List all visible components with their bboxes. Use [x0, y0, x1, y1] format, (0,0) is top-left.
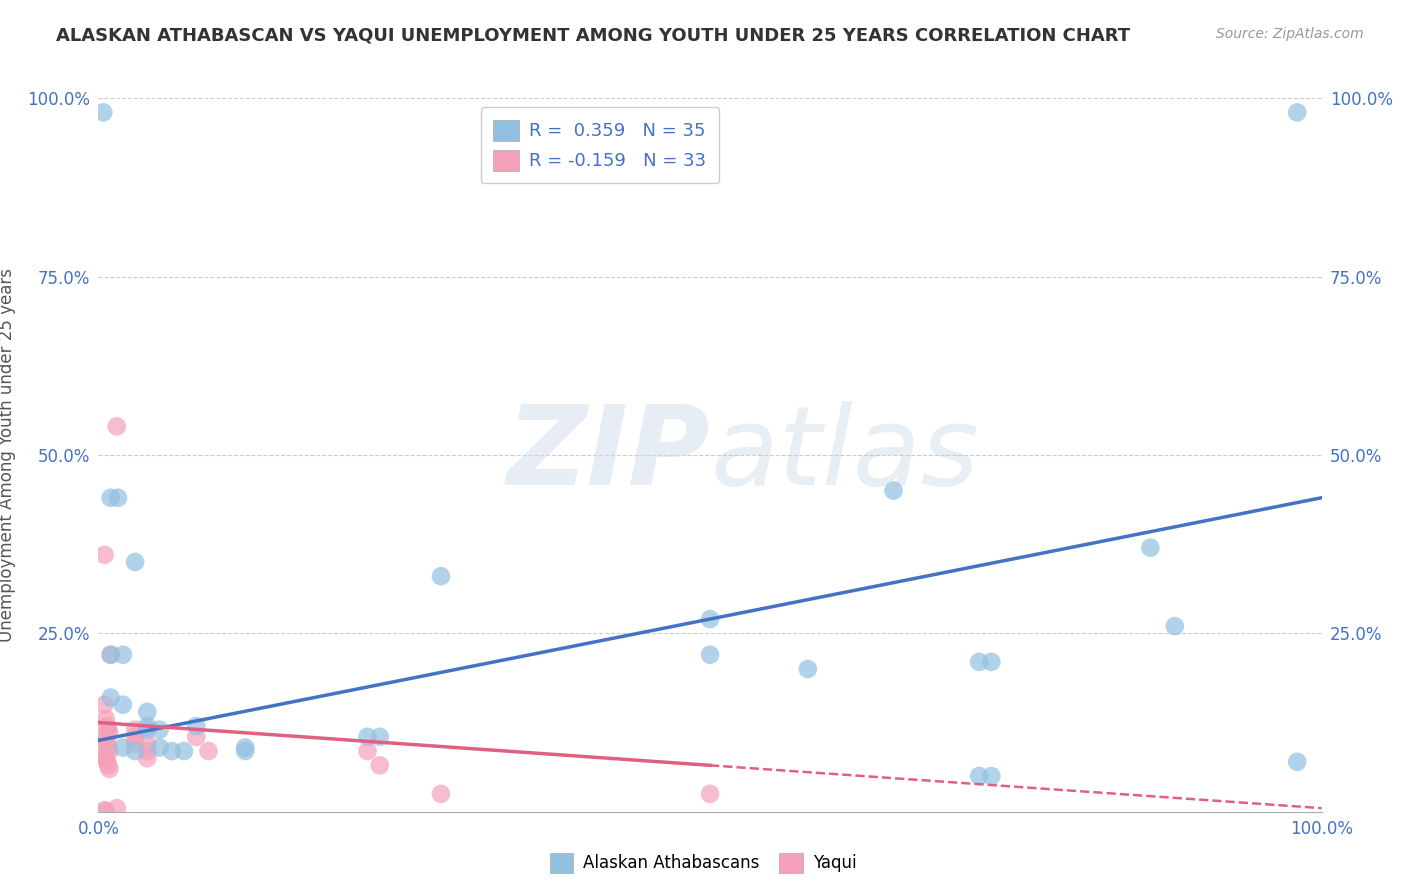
Point — [111, 648, 134, 662]
Point — [124, 723, 146, 737]
Point — [160, 744, 183, 758]
Point — [967, 769, 990, 783]
Point — [96, 719, 118, 733]
Point — [136, 744, 159, 758]
Point — [98, 744, 121, 758]
Point — [93, 730, 115, 744]
Legend: Alaskan Athabascans, Yaqui: Alaskan Athabascans, Yaqui — [543, 847, 863, 880]
Point — [136, 751, 159, 765]
Point — [368, 758, 391, 772]
Point — [356, 744, 378, 758]
Point — [1164, 619, 1187, 633]
Point — [136, 705, 159, 719]
Point — [94, 751, 117, 765]
Point — [93, 747, 115, 762]
Point — [91, 105, 114, 120]
Point — [97, 723, 120, 737]
Point — [699, 648, 721, 662]
Point — [94, 712, 117, 726]
Point — [124, 730, 146, 744]
Point — [233, 740, 256, 755]
Legend: R =  0.359   N = 35, R = -0.159   N = 33: R = 0.359 N = 35, R = -0.159 N = 33 — [481, 107, 720, 183]
Point — [136, 723, 159, 737]
Point — [136, 737, 159, 751]
Point — [93, 698, 115, 712]
Point — [111, 698, 134, 712]
Point — [186, 719, 208, 733]
Point — [96, 755, 118, 769]
Point — [94, 804, 117, 818]
Point — [797, 662, 820, 676]
Point — [197, 744, 219, 758]
Text: ALASKAN ATHABASCAN VS YAQUI UNEMPLOYMENT AMONG YOUTH UNDER 25 YEARS CORRELATION : ALASKAN ATHABASCAN VS YAQUI UNEMPLOYMENT… — [56, 27, 1130, 45]
Point — [93, 803, 115, 817]
Point — [1286, 755, 1309, 769]
Point — [105, 419, 128, 434]
Point — [136, 719, 159, 733]
Point — [430, 787, 453, 801]
Text: atlas: atlas — [710, 401, 979, 508]
Point — [98, 762, 121, 776]
Point — [967, 655, 990, 669]
Point — [980, 655, 1002, 669]
Point — [93, 548, 115, 562]
Point — [124, 744, 146, 758]
Y-axis label: Unemployment Among Youth under 25 years: Unemployment Among Youth under 25 years — [0, 268, 15, 642]
Point — [98, 726, 121, 740]
Point — [1139, 541, 1161, 555]
Point — [111, 740, 134, 755]
Point — [105, 801, 128, 815]
Point — [100, 648, 122, 662]
Point — [100, 690, 122, 705]
Point — [368, 730, 391, 744]
Point — [97, 758, 120, 772]
Point — [149, 723, 172, 737]
Point — [430, 569, 453, 583]
Point — [97, 740, 120, 755]
Text: Source: ZipAtlas.com: Source: ZipAtlas.com — [1216, 27, 1364, 41]
Point — [186, 730, 208, 744]
Point — [699, 787, 721, 801]
Point — [173, 744, 195, 758]
Point — [149, 740, 172, 755]
Point — [107, 491, 129, 505]
Point — [356, 730, 378, 744]
Point — [233, 744, 256, 758]
Point — [100, 491, 122, 505]
Point — [100, 648, 122, 662]
Point — [124, 555, 146, 569]
Point — [699, 612, 721, 626]
Point — [883, 483, 905, 498]
Point — [94, 733, 117, 747]
Point — [124, 737, 146, 751]
Point — [96, 737, 118, 751]
Point — [980, 769, 1002, 783]
Point — [1286, 105, 1309, 120]
Text: ZIP: ZIP — [506, 401, 710, 508]
